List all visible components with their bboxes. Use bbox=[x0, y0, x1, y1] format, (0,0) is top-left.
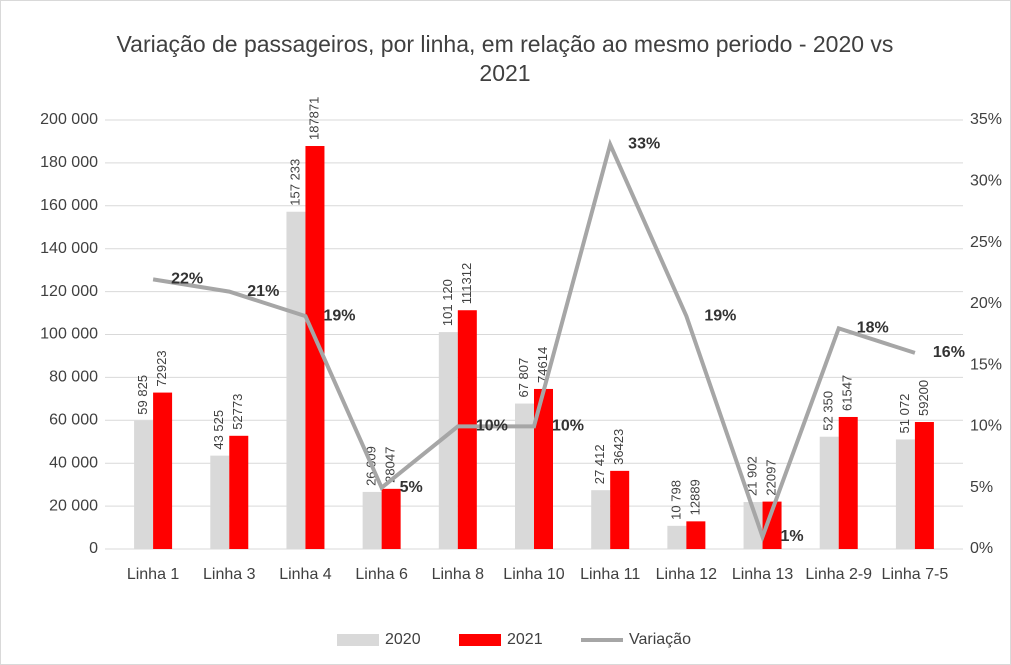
bar bbox=[895, 439, 915, 549]
y-tick-label: 40 000 bbox=[49, 454, 98, 471]
data-label: 10% bbox=[476, 418, 508, 435]
y-tick-label: 180 000 bbox=[40, 154, 98, 171]
data-label: 22097 bbox=[763, 459, 778, 495]
x-tick-label: Linha 1 bbox=[126, 566, 180, 583]
bar bbox=[610, 470, 630, 549]
y2-tick-label: 10% bbox=[970, 418, 1002, 435]
data-label: 59 825 bbox=[135, 375, 150, 415]
y2-tick-label: 35% bbox=[970, 111, 1002, 128]
x-tick-label: Linha 6 bbox=[355, 566, 408, 583]
data-label: 72923 bbox=[154, 350, 169, 386]
chart-title: Variação de passageiros, por linha, em r… bbox=[116, 31, 894, 86]
x-tick-label: Linha 10 bbox=[503, 566, 565, 583]
data-label: 19% bbox=[704, 307, 736, 324]
bar bbox=[381, 488, 401, 549]
y2-tick-label: 30% bbox=[970, 173, 1002, 190]
data-label: 18% bbox=[857, 320, 889, 337]
bar bbox=[819, 436, 839, 549]
x-tick-label: Linha 11 bbox=[580, 566, 641, 583]
data-label: 101 120 bbox=[440, 279, 455, 326]
y-tick-label: 120 000 bbox=[40, 283, 98, 300]
data-label: 10 798 bbox=[668, 480, 683, 520]
data-label: 111312 bbox=[459, 263, 474, 304]
data-label: 22% bbox=[171, 271, 203, 288]
data-label: 27 412 bbox=[592, 444, 607, 484]
data-label: 36423 bbox=[611, 429, 626, 465]
y-tick-label: 60 000 bbox=[49, 412, 98, 429]
bar bbox=[591, 490, 611, 549]
bar bbox=[534, 388, 553, 549]
y-tick-label: 160 000 bbox=[40, 197, 98, 214]
bar bbox=[743, 502, 763, 549]
data-label: 52773 bbox=[230, 394, 245, 430]
legend-label: Variação bbox=[629, 631, 691, 648]
data-label: 52 350 bbox=[821, 391, 836, 431]
data-label: 61547 bbox=[840, 375, 855, 411]
data-label: 12889 bbox=[687, 479, 702, 515]
data-label: 16% bbox=[933, 344, 965, 361]
y-tick-label: 20 000 bbox=[49, 497, 98, 514]
y2-tick-label: 15% bbox=[970, 356, 1002, 373]
data-label: 67 807 bbox=[516, 358, 531, 398]
legend-swatch bbox=[337, 634, 379, 646]
legend-swatch bbox=[459, 634, 501, 646]
bar bbox=[838, 416, 858, 549]
x-tick-label: Linha 12 bbox=[655, 566, 718, 583]
y-tick-label: 100 000 bbox=[40, 326, 98, 343]
data-label: 1% bbox=[781, 528, 804, 545]
y-tick-label: 140 000 bbox=[40, 240, 98, 257]
data-label: 5% bbox=[400, 479, 423, 496]
data-label: 43 525 bbox=[211, 410, 226, 450]
data-label: 10% bbox=[552, 418, 584, 435]
y2-tick-label: 5% bbox=[970, 479, 993, 496]
bar bbox=[515, 403, 534, 549]
y-tick-label: 200 000 bbox=[40, 111, 98, 128]
bar bbox=[305, 146, 325, 549]
y-tick-label: 80 000 bbox=[49, 369, 98, 386]
bar bbox=[229, 435, 249, 549]
data-label: 28047 bbox=[383, 447, 398, 483]
bar bbox=[210, 455, 230, 549]
data-label: 19% bbox=[323, 307, 355, 324]
data-label: 21 902 bbox=[744, 456, 759, 496]
legend-label: 2021 bbox=[507, 631, 543, 648]
x-tick-label: Linha 8 bbox=[431, 566, 485, 583]
y2-tick-label: 0% bbox=[970, 540, 993, 557]
y2-tick-label: 20% bbox=[970, 295, 1002, 312]
y-tick-label: 0 bbox=[89, 540, 98, 557]
x-tick-label: Linha 13 bbox=[731, 566, 794, 583]
legend-label: 2020 bbox=[385, 631, 421, 648]
data-label: 59200 bbox=[916, 380, 931, 416]
bar bbox=[457, 310, 477, 549]
bar bbox=[134, 420, 154, 549]
bar bbox=[914, 422, 934, 549]
x-tick-label: Linha 3 bbox=[203, 566, 256, 583]
data-label: 51 072 bbox=[897, 394, 912, 434]
data-label: 157 233 bbox=[287, 159, 302, 206]
bar bbox=[667, 525, 687, 549]
bar bbox=[686, 521, 706, 549]
bar bbox=[153, 392, 173, 549]
data-label: 33% bbox=[628, 136, 660, 153]
bar bbox=[438, 332, 458, 549]
x-tick-label: Linha 2-9 bbox=[805, 566, 873, 583]
bar bbox=[762, 501, 782, 549]
bar bbox=[362, 491, 382, 549]
data-label: 21% bbox=[247, 283, 279, 300]
bar bbox=[286, 211, 306, 549]
x-tick-label: Linha 4 bbox=[279, 566, 332, 583]
data-label: 187871 bbox=[306, 97, 321, 140]
y2-tick-label: 25% bbox=[970, 234, 1002, 251]
x-tick-label: Linha 7-5 bbox=[881, 566, 949, 583]
line bbox=[152, 138, 916, 543]
